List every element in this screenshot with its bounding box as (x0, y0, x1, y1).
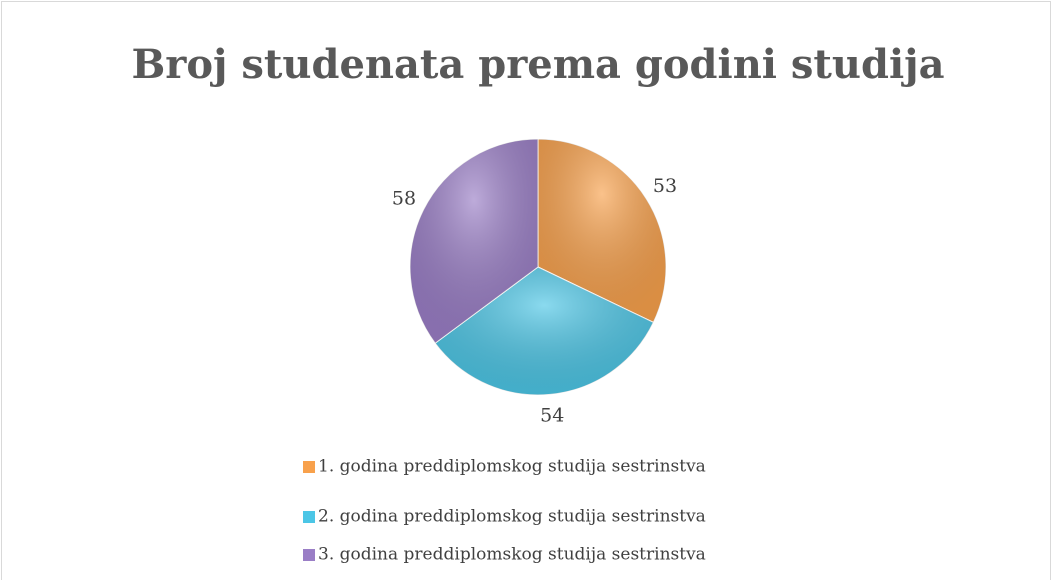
slice-shade (435, 267, 654, 395)
legend-swatch (303, 549, 315, 561)
data-label: 54 (540, 404, 564, 426)
legend-label: 2. godina preddiplomskog studija sestrin… (318, 507, 706, 527)
legend-label: 1. godina preddiplomskog studija sestrin… (318, 457, 706, 477)
slice-shade (538, 139, 666, 323)
slice-shade (410, 139, 538, 344)
legend-swatch (303, 511, 315, 523)
data-label: 53 (653, 175, 677, 197)
chart-title: Broj studenata prema godini studija (131, 41, 944, 88)
legend-label: 3. godina preddiplomskog studija sestrin… (318, 545, 706, 565)
data-label: 58 (392, 188, 416, 210)
legend-swatch (303, 461, 315, 473)
